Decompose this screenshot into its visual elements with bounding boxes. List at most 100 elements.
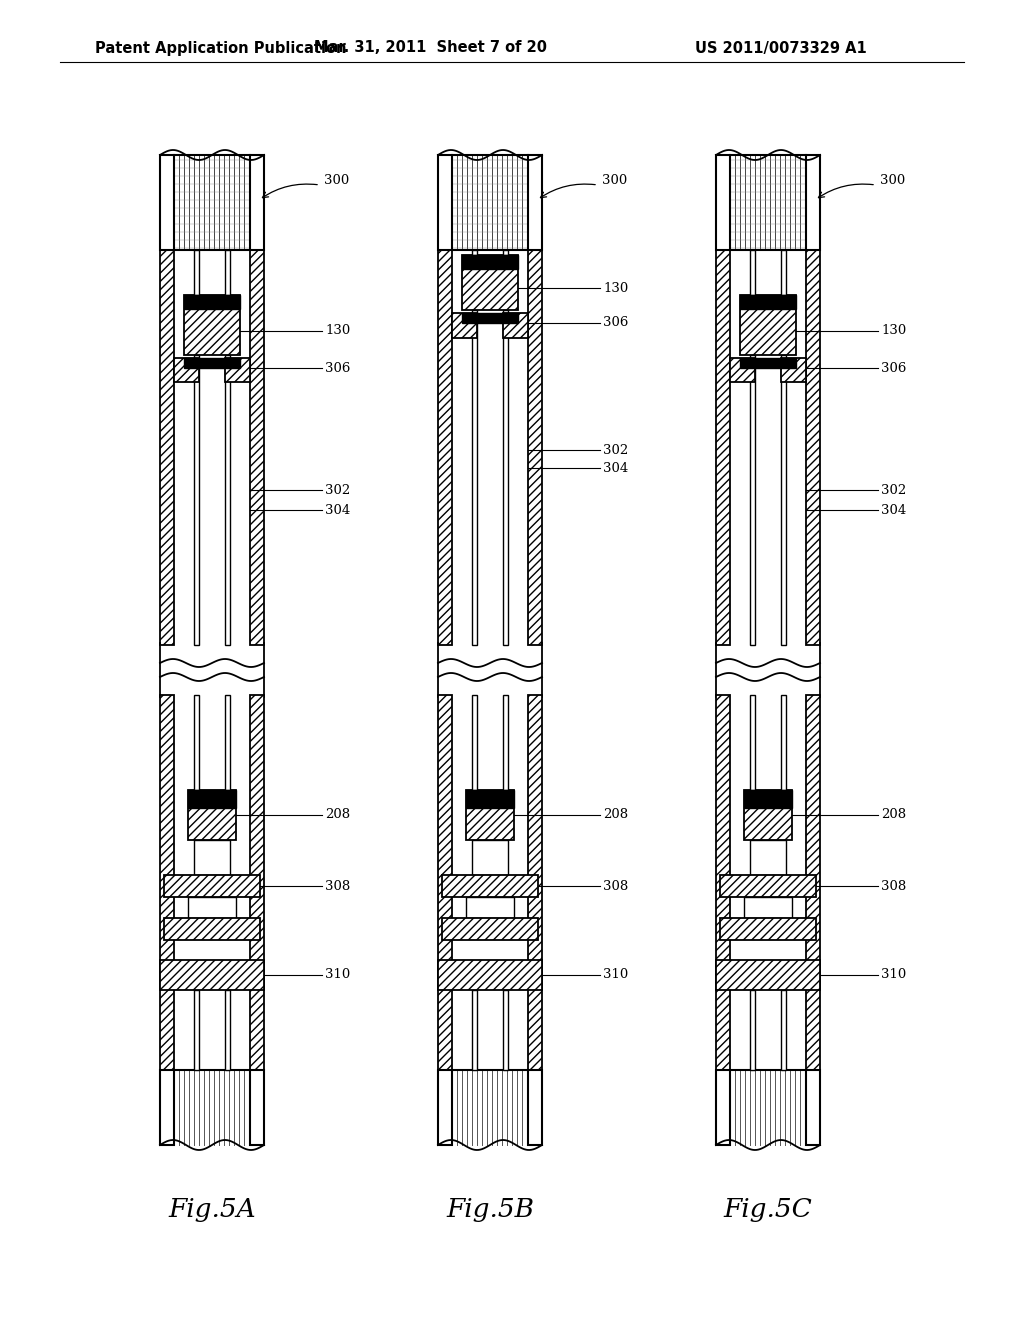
Bar (225, 696, 230, 789)
Bar (194, 355, 199, 645)
Bar (194, 696, 199, 789)
Bar (438, 960, 542, 990)
Bar (720, 917, 816, 940)
Text: 308: 308 (881, 879, 906, 892)
Bar (716, 696, 730, 1071)
Bar (528, 154, 542, 249)
Bar (781, 355, 786, 645)
Bar (806, 696, 820, 1071)
Bar (164, 875, 260, 898)
Text: 302: 302 (325, 483, 350, 496)
Bar (806, 249, 820, 645)
Bar (160, 696, 174, 1071)
Bar (503, 313, 528, 338)
Bar (472, 696, 477, 789)
Bar (184, 358, 240, 368)
Text: 300: 300 (880, 173, 905, 186)
Bar (466, 898, 514, 917)
Bar (806, 1071, 820, 1144)
Bar (188, 898, 236, 917)
Bar (806, 154, 820, 249)
Bar (442, 875, 538, 898)
Text: 304: 304 (325, 503, 350, 516)
Bar (184, 294, 240, 355)
Bar (194, 840, 230, 875)
Bar (462, 255, 518, 310)
Bar (438, 154, 452, 249)
Bar (225, 249, 230, 294)
Bar (744, 898, 792, 917)
Bar (442, 917, 538, 940)
Text: 306: 306 (603, 317, 629, 330)
Text: 306: 306 (325, 362, 350, 375)
Bar (716, 1071, 730, 1144)
Bar (781, 358, 806, 381)
Bar (750, 990, 755, 1071)
Bar (188, 789, 236, 808)
Bar (250, 1071, 264, 1144)
Bar (194, 990, 199, 1071)
Bar (750, 840, 786, 875)
Bar (466, 789, 514, 808)
Bar (503, 249, 508, 255)
Text: US 2011/0073329 A1: US 2011/0073329 A1 (695, 41, 866, 55)
Text: 302: 302 (881, 483, 906, 496)
Bar (781, 696, 786, 789)
Bar (160, 960, 264, 990)
Text: 130: 130 (325, 325, 350, 338)
Bar (750, 696, 755, 789)
Bar (781, 990, 786, 1071)
Text: 310: 310 (881, 969, 906, 982)
Bar (720, 875, 816, 898)
Bar (462, 255, 518, 269)
Bar (225, 355, 230, 645)
Text: 130: 130 (603, 281, 629, 294)
Bar (438, 1071, 452, 1144)
Bar (744, 789, 792, 840)
Bar (716, 154, 730, 249)
Bar (160, 154, 174, 249)
Bar (528, 249, 542, 645)
Text: Fig.5A: Fig.5A (168, 1197, 256, 1222)
Text: Fig.5C: Fig.5C (724, 1197, 812, 1222)
Bar (189, 791, 234, 807)
Bar (174, 358, 199, 381)
Bar (438, 696, 452, 1071)
Bar (462, 313, 518, 323)
Bar (742, 296, 794, 308)
Bar (466, 789, 514, 840)
Bar (744, 789, 792, 808)
Bar (467, 791, 513, 807)
Text: Fig.5B: Fig.5B (446, 1197, 534, 1222)
Bar (250, 249, 264, 645)
Bar (781, 249, 786, 294)
Text: 310: 310 (325, 969, 350, 982)
Text: Patent Application Publication: Patent Application Publication (95, 41, 346, 55)
Bar (472, 249, 477, 255)
Bar (160, 1071, 174, 1144)
Bar (160, 249, 174, 645)
Text: Mar. 31, 2011  Sheet 7 of 20: Mar. 31, 2011 Sheet 7 of 20 (313, 41, 547, 55)
Bar (472, 990, 477, 1071)
Text: 304: 304 (603, 462, 629, 474)
Bar (188, 789, 236, 840)
Bar (464, 256, 516, 268)
Text: 208: 208 (325, 808, 350, 821)
Bar (750, 249, 755, 294)
Bar (250, 696, 264, 1071)
Bar (186, 296, 238, 308)
Text: 302: 302 (603, 444, 629, 457)
Bar (740, 294, 796, 309)
Text: 300: 300 (324, 173, 349, 186)
Bar (503, 990, 508, 1071)
Bar (716, 960, 820, 990)
Bar (194, 249, 199, 294)
Bar (740, 358, 796, 368)
Bar (503, 310, 508, 645)
Text: 208: 208 (881, 808, 906, 821)
Bar (184, 294, 240, 309)
Text: 130: 130 (881, 325, 906, 338)
Text: 310: 310 (603, 969, 629, 982)
Bar (452, 313, 477, 338)
Bar (250, 154, 264, 249)
